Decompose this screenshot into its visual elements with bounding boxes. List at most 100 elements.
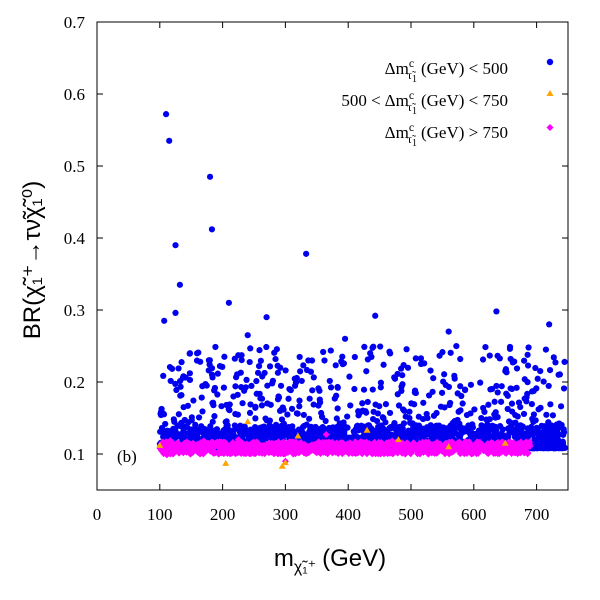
data-point-low — [489, 385, 496, 393]
data-point-low — [216, 362, 224, 370]
data-point-low — [266, 430, 273, 437]
data-point-low — [561, 358, 568, 365]
data-point-high — [324, 440, 332, 448]
data-point-low — [387, 423, 394, 431]
data-point-low — [230, 393, 237, 400]
data-point-low — [451, 375, 458, 382]
data-point-high — [432, 447, 440, 455]
data-point-low — [493, 382, 500, 390]
data-point-low — [334, 383, 341, 391]
data-point-low — [258, 402, 266, 409]
data-point-low — [303, 366, 311, 374]
data-point-low — [528, 401, 535, 408]
data-point-low — [315, 385, 322, 392]
data-point-high — [462, 449, 470, 457]
legend-sup: c — [409, 56, 414, 70]
data-point-mid — [394, 436, 402, 443]
data-point-low — [350, 428, 357, 435]
data-point-low — [171, 418, 178, 425]
data-point-low — [195, 414, 203, 421]
x-axis-label-main: m — [274, 545, 294, 572]
data-point-low — [300, 362, 307, 369]
ticks-layer: 0 100 200 300 400 500 600 700 0.1 0.2 0.3 0.4 0.5 0.6… — [64, 13, 568, 524]
data-point-low — [327, 384, 335, 391]
data-point-low — [232, 383, 239, 390]
legend-marker-high — [546, 124, 554, 131]
data-point-low — [175, 365, 182, 372]
data-point-low — [186, 350, 194, 357]
legend-tail: (GeV) < 750 — [421, 91, 508, 110]
data-point-low — [243, 376, 250, 383]
legend-sub: τ̃ — [407, 68, 416, 82]
data-point-low — [449, 419, 456, 427]
data-point-low — [310, 401, 317, 408]
data-point-low — [334, 430, 341, 438]
data-point-high — [338, 450, 346, 458]
data-point-low — [191, 432, 199, 439]
data-point-low — [327, 347, 334, 354]
data-point-low — [274, 369, 282, 376]
legend-sub: τ̃ — [407, 100, 416, 114]
data-point-low — [198, 394, 205, 401]
data-point-low — [445, 328, 452, 335]
data-point-low — [404, 364, 412, 371]
data-point-low — [525, 344, 532, 351]
data-point-low — [291, 375, 298, 382]
legend-subsub: 1 — [412, 106, 417, 117]
data-point-low — [379, 424, 386, 431]
data-point-low — [296, 353, 303, 361]
data-point-low — [346, 373, 353, 380]
data-point-low — [206, 173, 214, 180]
data-point-high — [181, 447, 189, 455]
data-point-low — [171, 426, 179, 433]
data-point-low — [498, 383, 505, 390]
data-point-mid — [222, 459, 230, 466]
data-point-high — [329, 449, 337, 457]
legend-marker-low — [546, 58, 554, 66]
data-point-low — [294, 410, 301, 417]
data-point-low — [162, 111, 170, 118]
data-point-low — [296, 403, 303, 410]
data-point-low — [425, 392, 433, 399]
data-point-low — [209, 374, 216, 381]
data-point-low — [399, 372, 406, 379]
data-point-high — [403, 439, 411, 447]
data-point-high — [457, 446, 465, 454]
data-point-low — [533, 427, 540, 434]
data-point-low — [459, 400, 466, 407]
data-point-high — [265, 439, 273, 447]
data-point-low — [545, 419, 552, 426]
data-point-high — [353, 448, 361, 456]
data-point-low — [433, 409, 440, 417]
data-point-low — [247, 401, 254, 408]
data-point-high — [268, 447, 276, 455]
data-point-low — [553, 421, 560, 428]
data-point-low — [272, 421, 280, 428]
data-point-high — [474, 447, 482, 455]
plot-frame — [96, 21, 569, 491]
data-point-low — [272, 355, 279, 363]
data-point-low — [558, 443, 565, 450]
panel-label: (b) — [117, 447, 137, 466]
legend-entry-high: Δmc τ̃1 (GeV) > 750 — [385, 120, 508, 149]
legend-entry-mid: 500 < Δmc τ̃1 (GeV) < 750 — [341, 88, 508, 117]
data-point-low — [303, 421, 310, 428]
data-point-low — [430, 427, 438, 434]
points-layer — [156, 111, 568, 469]
data-point-high — [397, 440, 405, 448]
data-point-low — [498, 430, 505, 437]
data-point-low — [438, 389, 446, 396]
data-point-low — [364, 356, 371, 363]
data-point-low — [537, 368, 544, 375]
data-point-low — [508, 400, 516, 407]
data-point-mid — [281, 459, 289, 466]
data-point-high — [489, 449, 497, 457]
data-point-high — [373, 442, 381, 450]
data-point-low — [382, 432, 389, 439]
data-point-low — [457, 383, 464, 390]
data-point-low — [296, 397, 303, 404]
data-point-low — [264, 400, 271, 407]
data-point-low — [419, 428, 426, 435]
data-point-low — [506, 426, 513, 433]
data-point-low — [214, 391, 221, 398]
